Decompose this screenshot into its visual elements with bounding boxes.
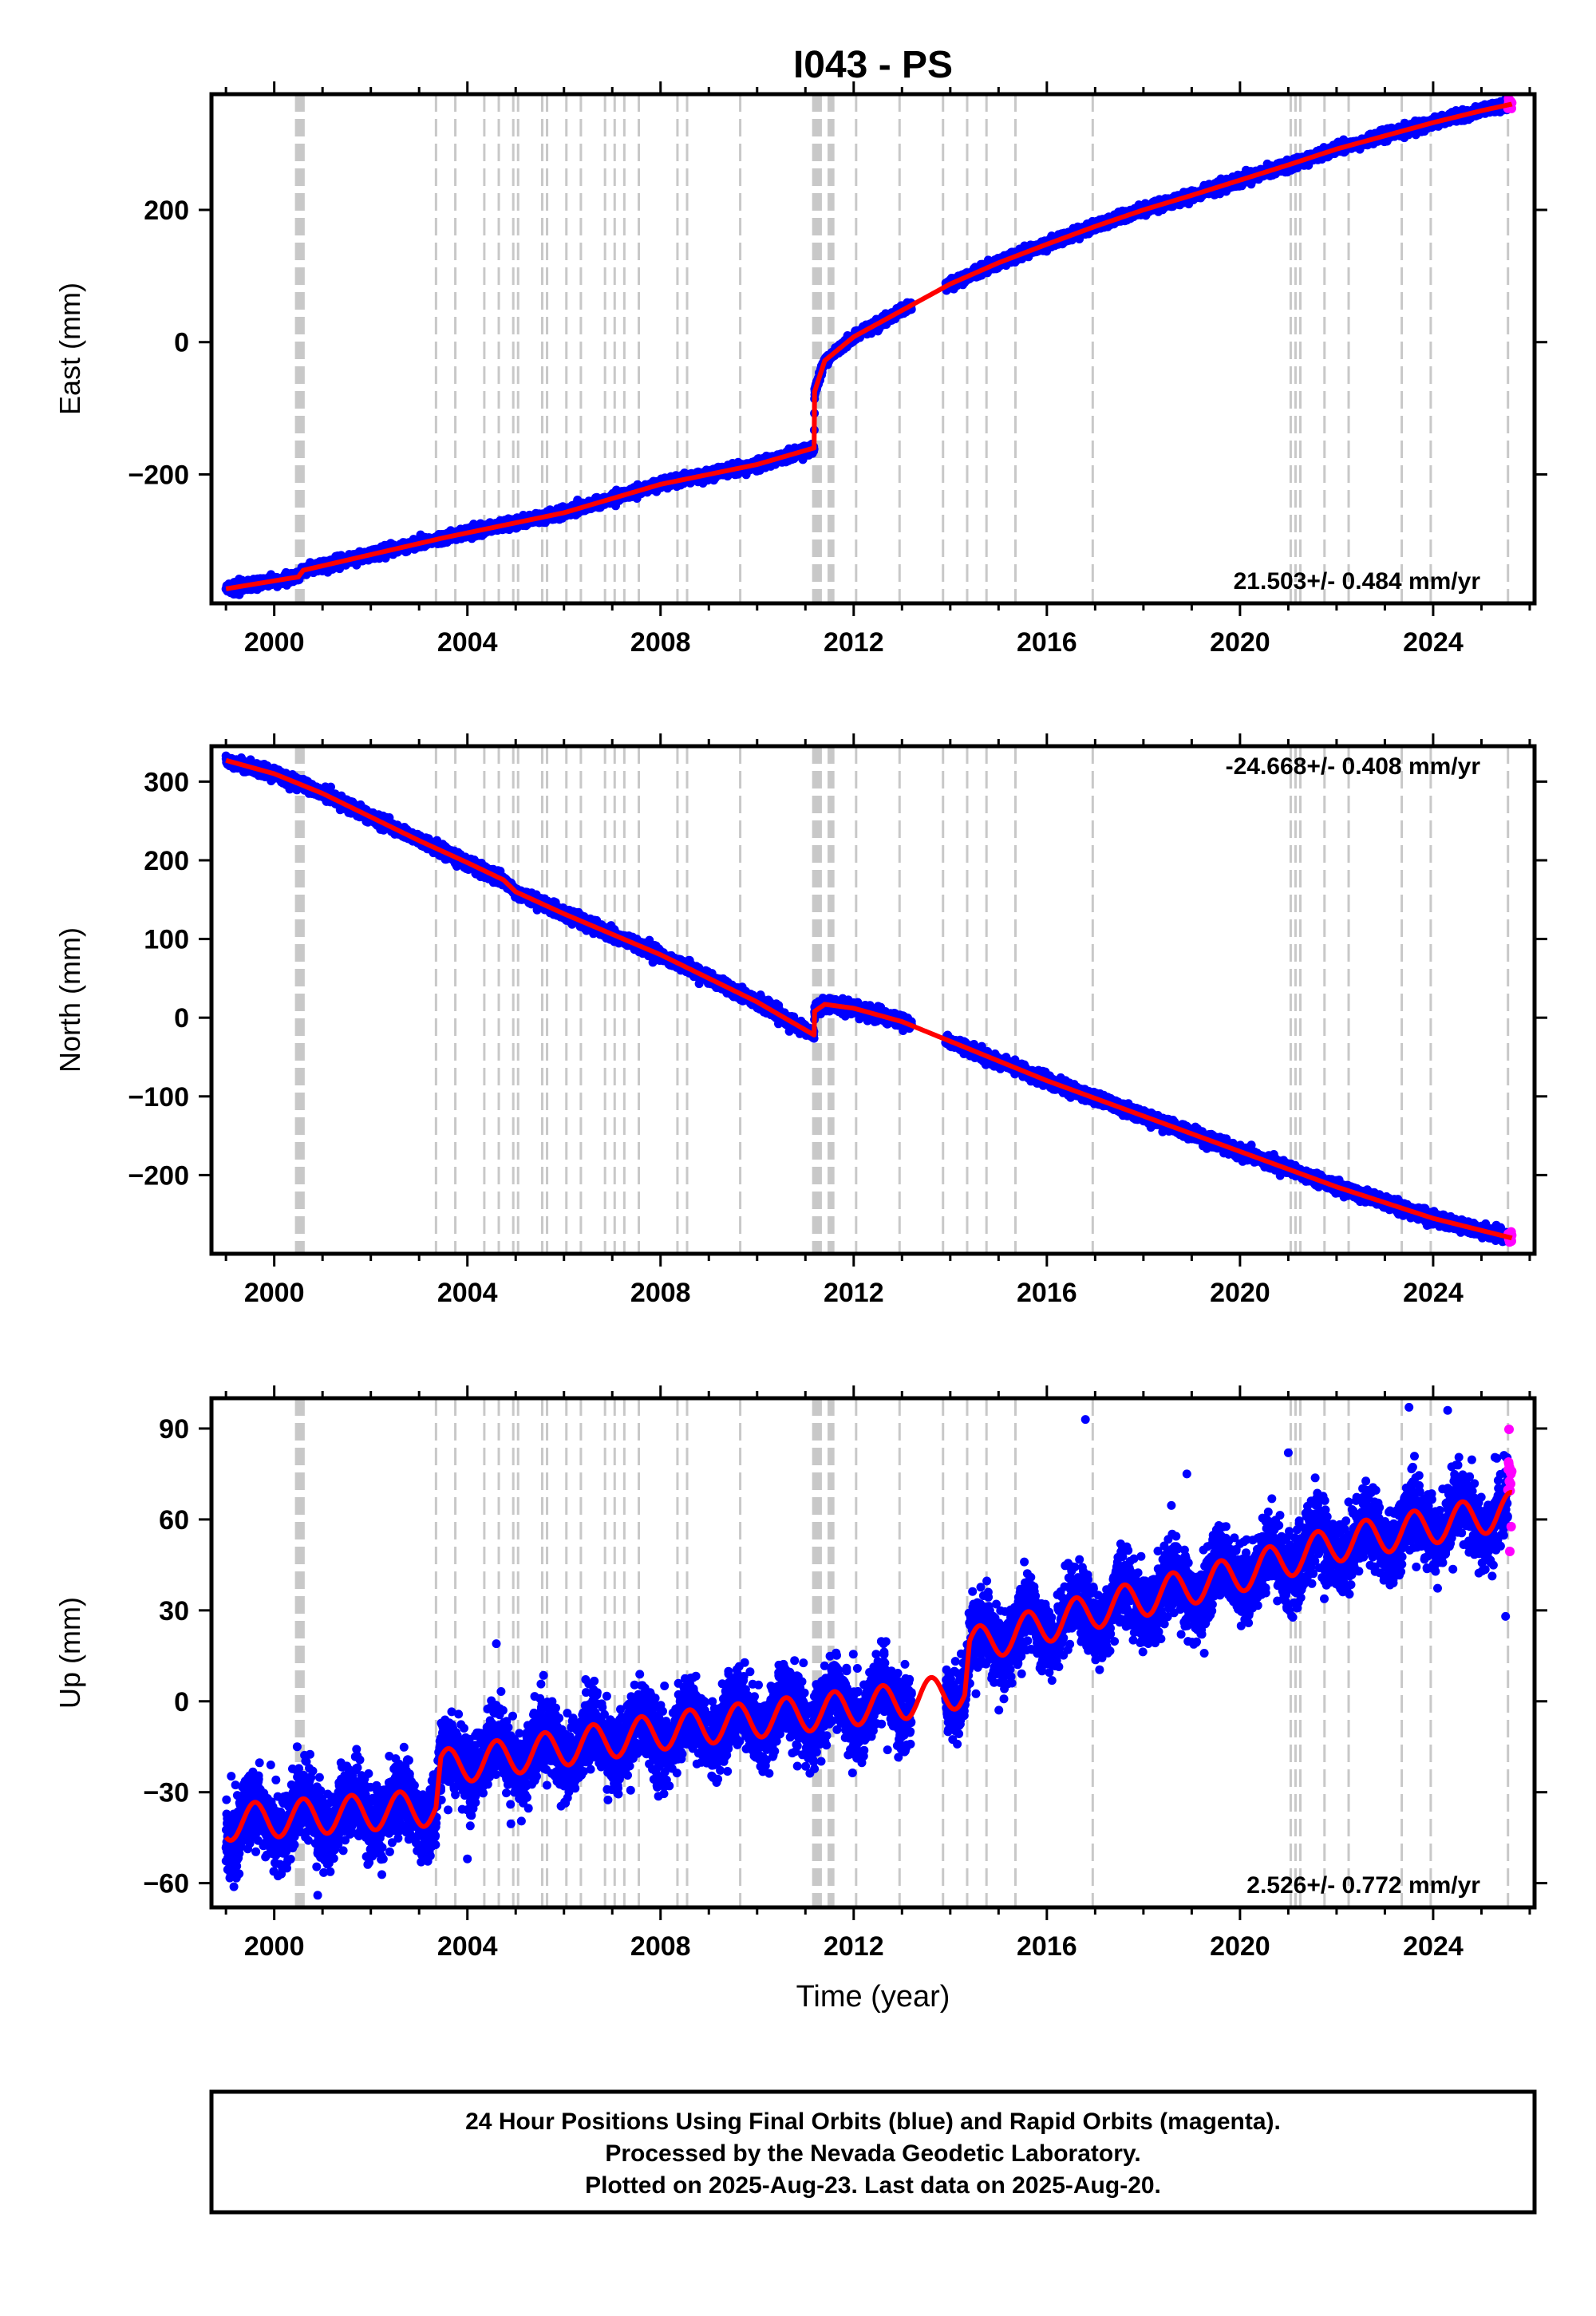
east-panel: 2000 2004 2008 2012 2016 2020 2024−2000200East… bbox=[53, 81, 1547, 658]
east-plot-area bbox=[221, 94, 1517, 603]
figure-title: I043 - PS bbox=[793, 44, 953, 86]
east-final-points bbox=[221, 95, 1513, 599]
